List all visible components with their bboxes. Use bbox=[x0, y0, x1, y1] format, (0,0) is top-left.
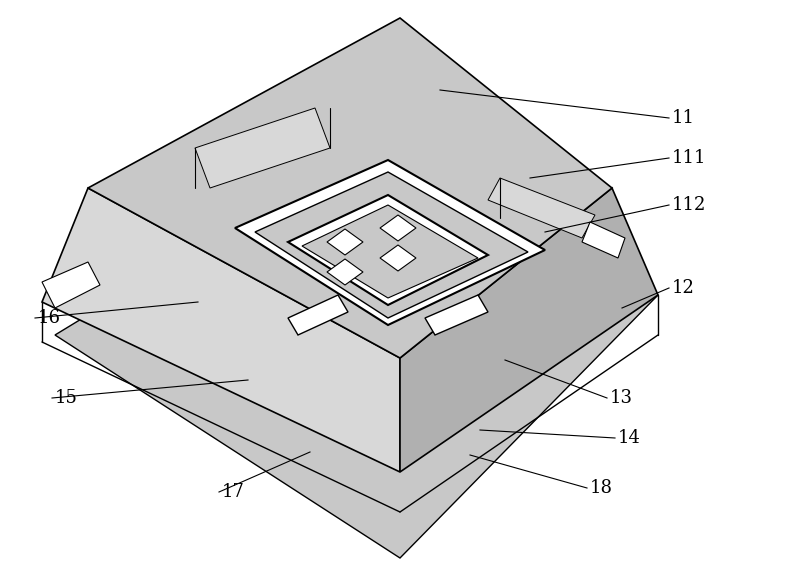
Text: 16: 16 bbox=[38, 309, 61, 327]
Polygon shape bbox=[327, 229, 363, 255]
Polygon shape bbox=[380, 245, 416, 271]
Polygon shape bbox=[425, 295, 488, 335]
Polygon shape bbox=[255, 172, 528, 318]
Text: 12: 12 bbox=[672, 279, 695, 297]
Polygon shape bbox=[42, 188, 400, 472]
Polygon shape bbox=[380, 215, 416, 241]
Polygon shape bbox=[400, 188, 658, 472]
Polygon shape bbox=[582, 222, 625, 258]
Polygon shape bbox=[235, 160, 545, 325]
Polygon shape bbox=[195, 108, 330, 188]
Text: 15: 15 bbox=[55, 389, 78, 407]
Polygon shape bbox=[42, 262, 100, 308]
Polygon shape bbox=[288, 195, 488, 305]
Polygon shape bbox=[288, 295, 348, 335]
Polygon shape bbox=[488, 178, 595, 238]
Polygon shape bbox=[88, 18, 612, 358]
Text: 14: 14 bbox=[618, 429, 641, 447]
Text: 11: 11 bbox=[672, 109, 695, 127]
Text: 111: 111 bbox=[672, 149, 706, 167]
Text: 17: 17 bbox=[222, 483, 245, 501]
Polygon shape bbox=[327, 259, 363, 285]
Text: 13: 13 bbox=[610, 389, 633, 407]
Text: 18: 18 bbox=[590, 479, 613, 497]
Text: 112: 112 bbox=[672, 196, 706, 214]
Polygon shape bbox=[302, 205, 478, 298]
Polygon shape bbox=[55, 125, 658, 558]
